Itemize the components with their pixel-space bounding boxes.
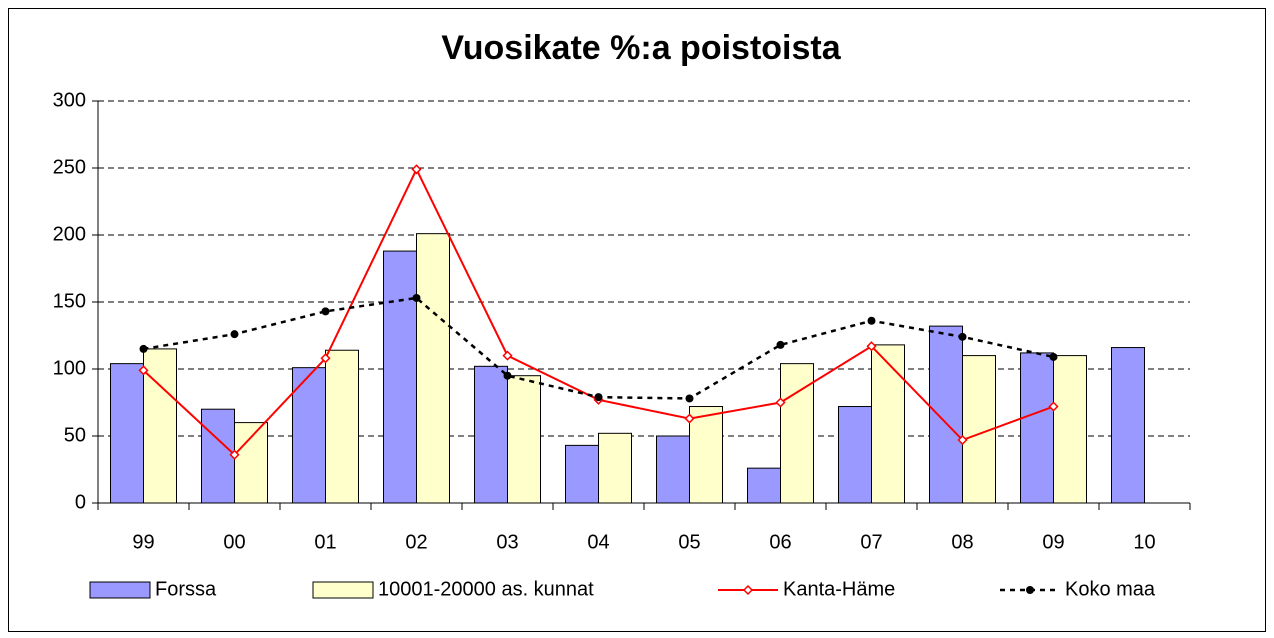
legend-swatch <box>312 581 374 599</box>
legend-label: Koko maa <box>1065 578 1156 600</box>
bar <box>838 406 872 504</box>
bar <box>656 435 690 504</box>
bar <box>201 408 235 504</box>
bar <box>234 422 268 504</box>
marker <box>138 365 149 376</box>
marker <box>776 340 785 349</box>
bar <box>143 348 177 504</box>
marker <box>412 293 421 302</box>
legend-label: Forssa <box>155 578 217 600</box>
x-tick-label: 10 <box>1133 531 1155 553</box>
x-tick-label: 99 <box>132 531 154 553</box>
marker <box>958 332 967 341</box>
x-tick-label: 05 <box>678 531 700 553</box>
marker <box>684 413 695 424</box>
bar <box>507 375 541 504</box>
y-tick-label: 0 <box>75 491 86 513</box>
y-tick-label: 150 <box>53 290 86 312</box>
marker <box>1049 352 1058 361</box>
bar <box>565 444 599 504</box>
marker <box>139 344 148 353</box>
marker <box>957 434 968 446</box>
bar <box>929 325 963 504</box>
marker <box>320 353 331 364</box>
y-tick-label: 250 <box>53 156 86 178</box>
legend-marker <box>1026 586 1034 594</box>
marker <box>685 394 694 403</box>
bar <box>689 406 723 504</box>
x-tick-label: 09 <box>1042 531 1064 553</box>
marker <box>502 350 513 361</box>
x-tick-label: 01 <box>314 531 336 553</box>
x-tick-label: 06 <box>769 531 791 553</box>
marker <box>594 393 603 402</box>
bar <box>1053 355 1087 504</box>
marker <box>229 449 240 460</box>
y-tick-label: 200 <box>53 223 86 245</box>
bar <box>416 233 450 504</box>
bar <box>598 432 632 504</box>
bar <box>1111 347 1145 504</box>
bar <box>780 363 814 504</box>
legend-label: Kanta-Häme <box>783 578 895 600</box>
legend-marker <box>742 584 754 596</box>
marker <box>775 397 786 408</box>
bar <box>747 467 781 504</box>
marker <box>867 316 876 325</box>
y-tick-label: 100 <box>53 357 86 379</box>
bar <box>325 349 359 504</box>
x-tick-label: 00 <box>223 531 245 553</box>
y-tick-label: 300 <box>53 89 86 111</box>
bar <box>383 250 417 504</box>
x-tick-label: 07 <box>860 531 882 553</box>
legend-swatch <box>89 581 151 599</box>
marker <box>411 164 422 175</box>
marker <box>866 341 877 352</box>
bar <box>1020 352 1054 504</box>
bar <box>871 344 905 504</box>
legend-label: 10001-20000 as. kunnat <box>378 578 594 600</box>
chart-title: Vuosikate %:a poistoista <box>441 29 841 67</box>
marker <box>503 371 512 380</box>
y-tick-label: 50 <box>64 424 86 446</box>
x-tick-label: 02 <box>405 531 427 553</box>
marker <box>321 307 330 316</box>
x-tick-label: 04 <box>587 531 609 553</box>
x-tick-label: 08 <box>951 531 973 553</box>
marker <box>230 330 239 339</box>
marker <box>1048 401 1059 412</box>
bar <box>474 365 508 504</box>
bar <box>110 363 144 504</box>
frame <box>8 8 1266 632</box>
x-tick-label: 03 <box>496 531 518 553</box>
